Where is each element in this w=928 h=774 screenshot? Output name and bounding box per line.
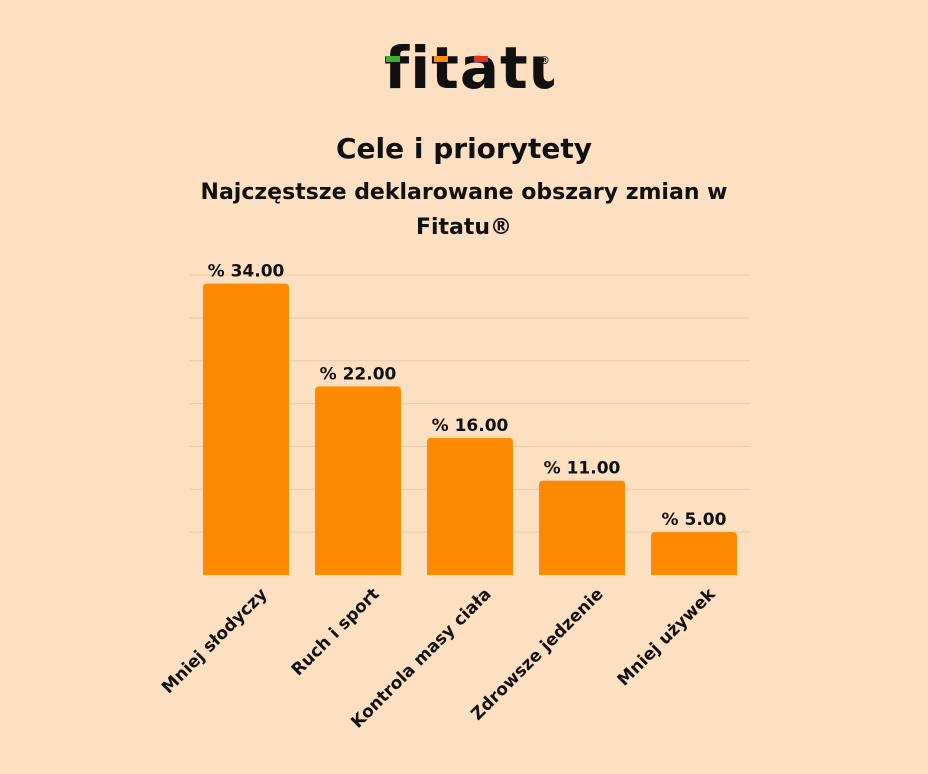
bar (315, 386, 401, 575)
logo-accent-green (386, 56, 400, 62)
chart-subtitle-line-1: Najczęstsze deklarowane obszary zmian w (200, 180, 728, 205)
category-tick-label: Mniej używek (614, 584, 720, 690)
bar (203, 283, 289, 575)
logo-accent-orange (434, 56, 448, 62)
logo-accent-red (474, 56, 488, 62)
bar-value-label: % 5.00 (662, 510, 727, 530)
bar-value-label: % 22.00 (320, 364, 397, 384)
chart-title: Cele i priorytety (336, 132, 592, 165)
bar-value-label: % 16.00 (432, 416, 509, 436)
bar-value-label: % 11.00 (544, 459, 621, 479)
bar (651, 532, 737, 575)
fitatu-logo: fitatu ® (0, 30, 928, 96)
bar-value-label: % 34.00 (208, 262, 285, 282)
category-tick-label: Ruch i sport (288, 584, 384, 680)
chart-subtitle: Najczęstsze deklarowane obszary zmian w … (0, 175, 928, 245)
bar (539, 480, 625, 575)
bar (427, 437, 513, 575)
chart-subtitle-line-2: Fitatu® (415, 215, 513, 240)
registered-mark-icon: ® (539, 54, 550, 67)
logo-wordmark: fitatu (384, 34, 554, 96)
category-tick-label: Mniej słodyczy (158, 584, 272, 698)
